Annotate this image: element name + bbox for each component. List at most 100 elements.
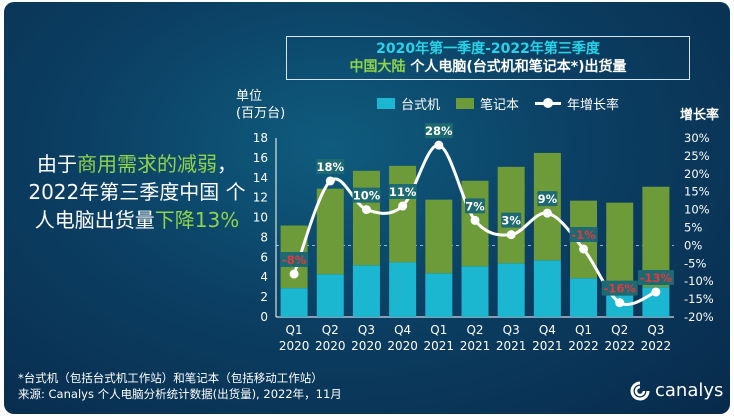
x-tick-label: Q1 [286, 323, 303, 337]
x-tick-label: Q4 [539, 323, 556, 337]
legend-notebook: 笔记本 [456, 94, 519, 113]
x-tick-year-label: 2022 [641, 339, 672, 353]
x-tick-year-label: 2021 [532, 339, 563, 353]
y-tick-label: 16 [253, 151, 268, 165]
y2-tick-label: 10% [684, 203, 710, 217]
footnote-source: 来源: Canalys 个人电脑分析统计数据(出货量), 2022年，11月 [18, 387, 342, 401]
y2-tick-label: 20% [684, 167, 710, 181]
legend-growth-label: 年增长率 [567, 97, 620, 113]
growth-label-bg [316, 158, 345, 174]
y-tick-label: 14 [253, 171, 268, 185]
canalys-logo: canalys [630, 380, 723, 401]
growth-label-bg [352, 187, 381, 203]
chart-title-line1: 2020年第一季度-2022年第三季度 [376, 41, 600, 57]
growth-label-bg [388, 184, 417, 200]
legend-growth: 年增长率 [535, 94, 619, 113]
bar-desktop [461, 266, 489, 317]
growth-point [361, 205, 371, 215]
growth-point [579, 244, 589, 254]
bar-notebook [425, 199, 453, 274]
y2-tick-label: 30% [684, 131, 710, 145]
x-tick-year-label: 2020 [387, 339, 418, 353]
chart-plot: 0 2 4 6 8 10 12 14 16 18 -20% -15% -10% -5% 0% 5% 10% 15%… [253, 123, 714, 353]
y2-tick-label: -5% [684, 256, 706, 270]
legend-desktop-swatch [377, 97, 395, 109]
chart-title-box: 2020年第一季度-2022年第三季度 中国大陆 个人电脑(台式机和笔记本*)出… [286, 36, 690, 80]
x-tick-label: Q2 [611, 323, 628, 337]
growth-point [470, 215, 480, 225]
growth-label-bg [280, 252, 309, 268]
legend-notebook-label: 笔记本 [480, 97, 520, 113]
x-tick-year-label: 2022 [604, 339, 635, 353]
growth-data-label: -16% [604, 282, 637, 296]
x-tick-label: Q1 [575, 323, 592, 337]
bar-notebook [352, 170, 380, 266]
title-rest: 个人电脑(台式机和笔记本*)出货量 [405, 59, 627, 75]
growth-point [398, 201, 408, 211]
growth-label-bg [637, 269, 674, 285]
growth-point [506, 230, 516, 240]
y2-tick-label: 25% [684, 149, 710, 163]
legend-growth-line-icon [535, 97, 562, 109]
y-tick-label: 12 [253, 191, 268, 205]
right-axis-label: 增长率 [680, 108, 720, 123]
bar-desktop [280, 288, 308, 317]
x-tick-year-label: 2020 [315, 339, 346, 353]
growth-data-label: -8% [282, 253, 307, 267]
canalys-logo-icon [630, 381, 650, 400]
x-tick-year-label: 2020 [279, 339, 310, 353]
growth-label-bg [601, 280, 638, 296]
y2-tick-label: 5% [684, 221, 702, 235]
bar-desktop [352, 265, 380, 317]
growth-point [615, 298, 625, 308]
y2-tick-label: -15% [684, 292, 714, 306]
growth-label-bg [569, 226, 598, 242]
y-tick-label: 6 [260, 250, 268, 264]
growth-point [325, 176, 335, 186]
bar-notebook [533, 152, 561, 261]
unit-line1: 单位 [236, 89, 263, 104]
growth-data-label: 18% [317, 160, 345, 174]
growth-data-label: -1% [571, 228, 596, 242]
y-tick-label: 0 [260, 310, 268, 324]
y-tick-label: 18 [253, 131, 268, 145]
headline-part1: 由于 [37, 152, 77, 176]
bar-desktop [389, 262, 417, 317]
y-axis-unit-label: 单位 (百万台) [236, 88, 285, 122]
bar-notebook [316, 188, 344, 275]
growth-label-bg [465, 198, 485, 214]
growth-data-label: 3% [501, 214, 521, 228]
y2-tick-label: -20% [684, 310, 714, 324]
growth-point [651, 287, 661, 297]
legend: 台式机 笔记本 年增长率 [377, 94, 619, 113]
footnote-line1: *台式机（包括台式机工作站）和笔记本（包括移动工作站） [18, 371, 323, 385]
x-tick-label: Q2 [322, 323, 339, 337]
headline-highlight1: 商用需求的减弱 [77, 152, 217, 176]
y2-tick-label: -10% [684, 274, 714, 288]
x-tick-year-label: 2020 [351, 339, 382, 353]
headline-highlight2: 下降13% [154, 208, 240, 232]
title-region-highlight: 中国大陆 [349, 59, 406, 75]
headline-part2: ，2022年第三季度中国 个人电脑出货量 [28, 152, 246, 232]
y2-tick-label: 15% [684, 185, 710, 199]
growth-label-bg [537, 191, 558, 207]
growth-data-label: 9% [538, 192, 558, 206]
x-tick-year-label: 2021 [424, 339, 455, 353]
growth-data-label: -13% [640, 271, 673, 285]
x-tick-year-label: 2021 [496, 339, 527, 353]
y-tick-label: 8 [260, 230, 268, 244]
x-tick-label: Q3 [358, 323, 375, 337]
x-tick-label: Q4 [394, 323, 411, 337]
bar-desktop [425, 273, 453, 317]
legend-desktop: 台式机 [377, 94, 440, 113]
bar-notebook [606, 202, 634, 288]
chart-card: 2020年第一季度-2022年第三季度 中国大陆 个人电脑(台式机和笔记本*)出… [4, 2, 730, 414]
x-tick-label: Q1 [430, 323, 447, 337]
bar-desktop [533, 260, 561, 317]
footnote: *台式机（包括台式机工作站）和笔记本（包括移动工作站） 来源: Canalys … [18, 370, 342, 402]
x-tick-label: Q3 [503, 323, 520, 337]
y-tick-label: 4 [260, 270, 268, 284]
chart-title-line2: 中国大陆 个人电脑(台式机和笔记本*)出货量 [287, 59, 689, 75]
growth-data-label: 7% [465, 199, 485, 213]
x-tick-year-label: 2022 [568, 339, 599, 353]
